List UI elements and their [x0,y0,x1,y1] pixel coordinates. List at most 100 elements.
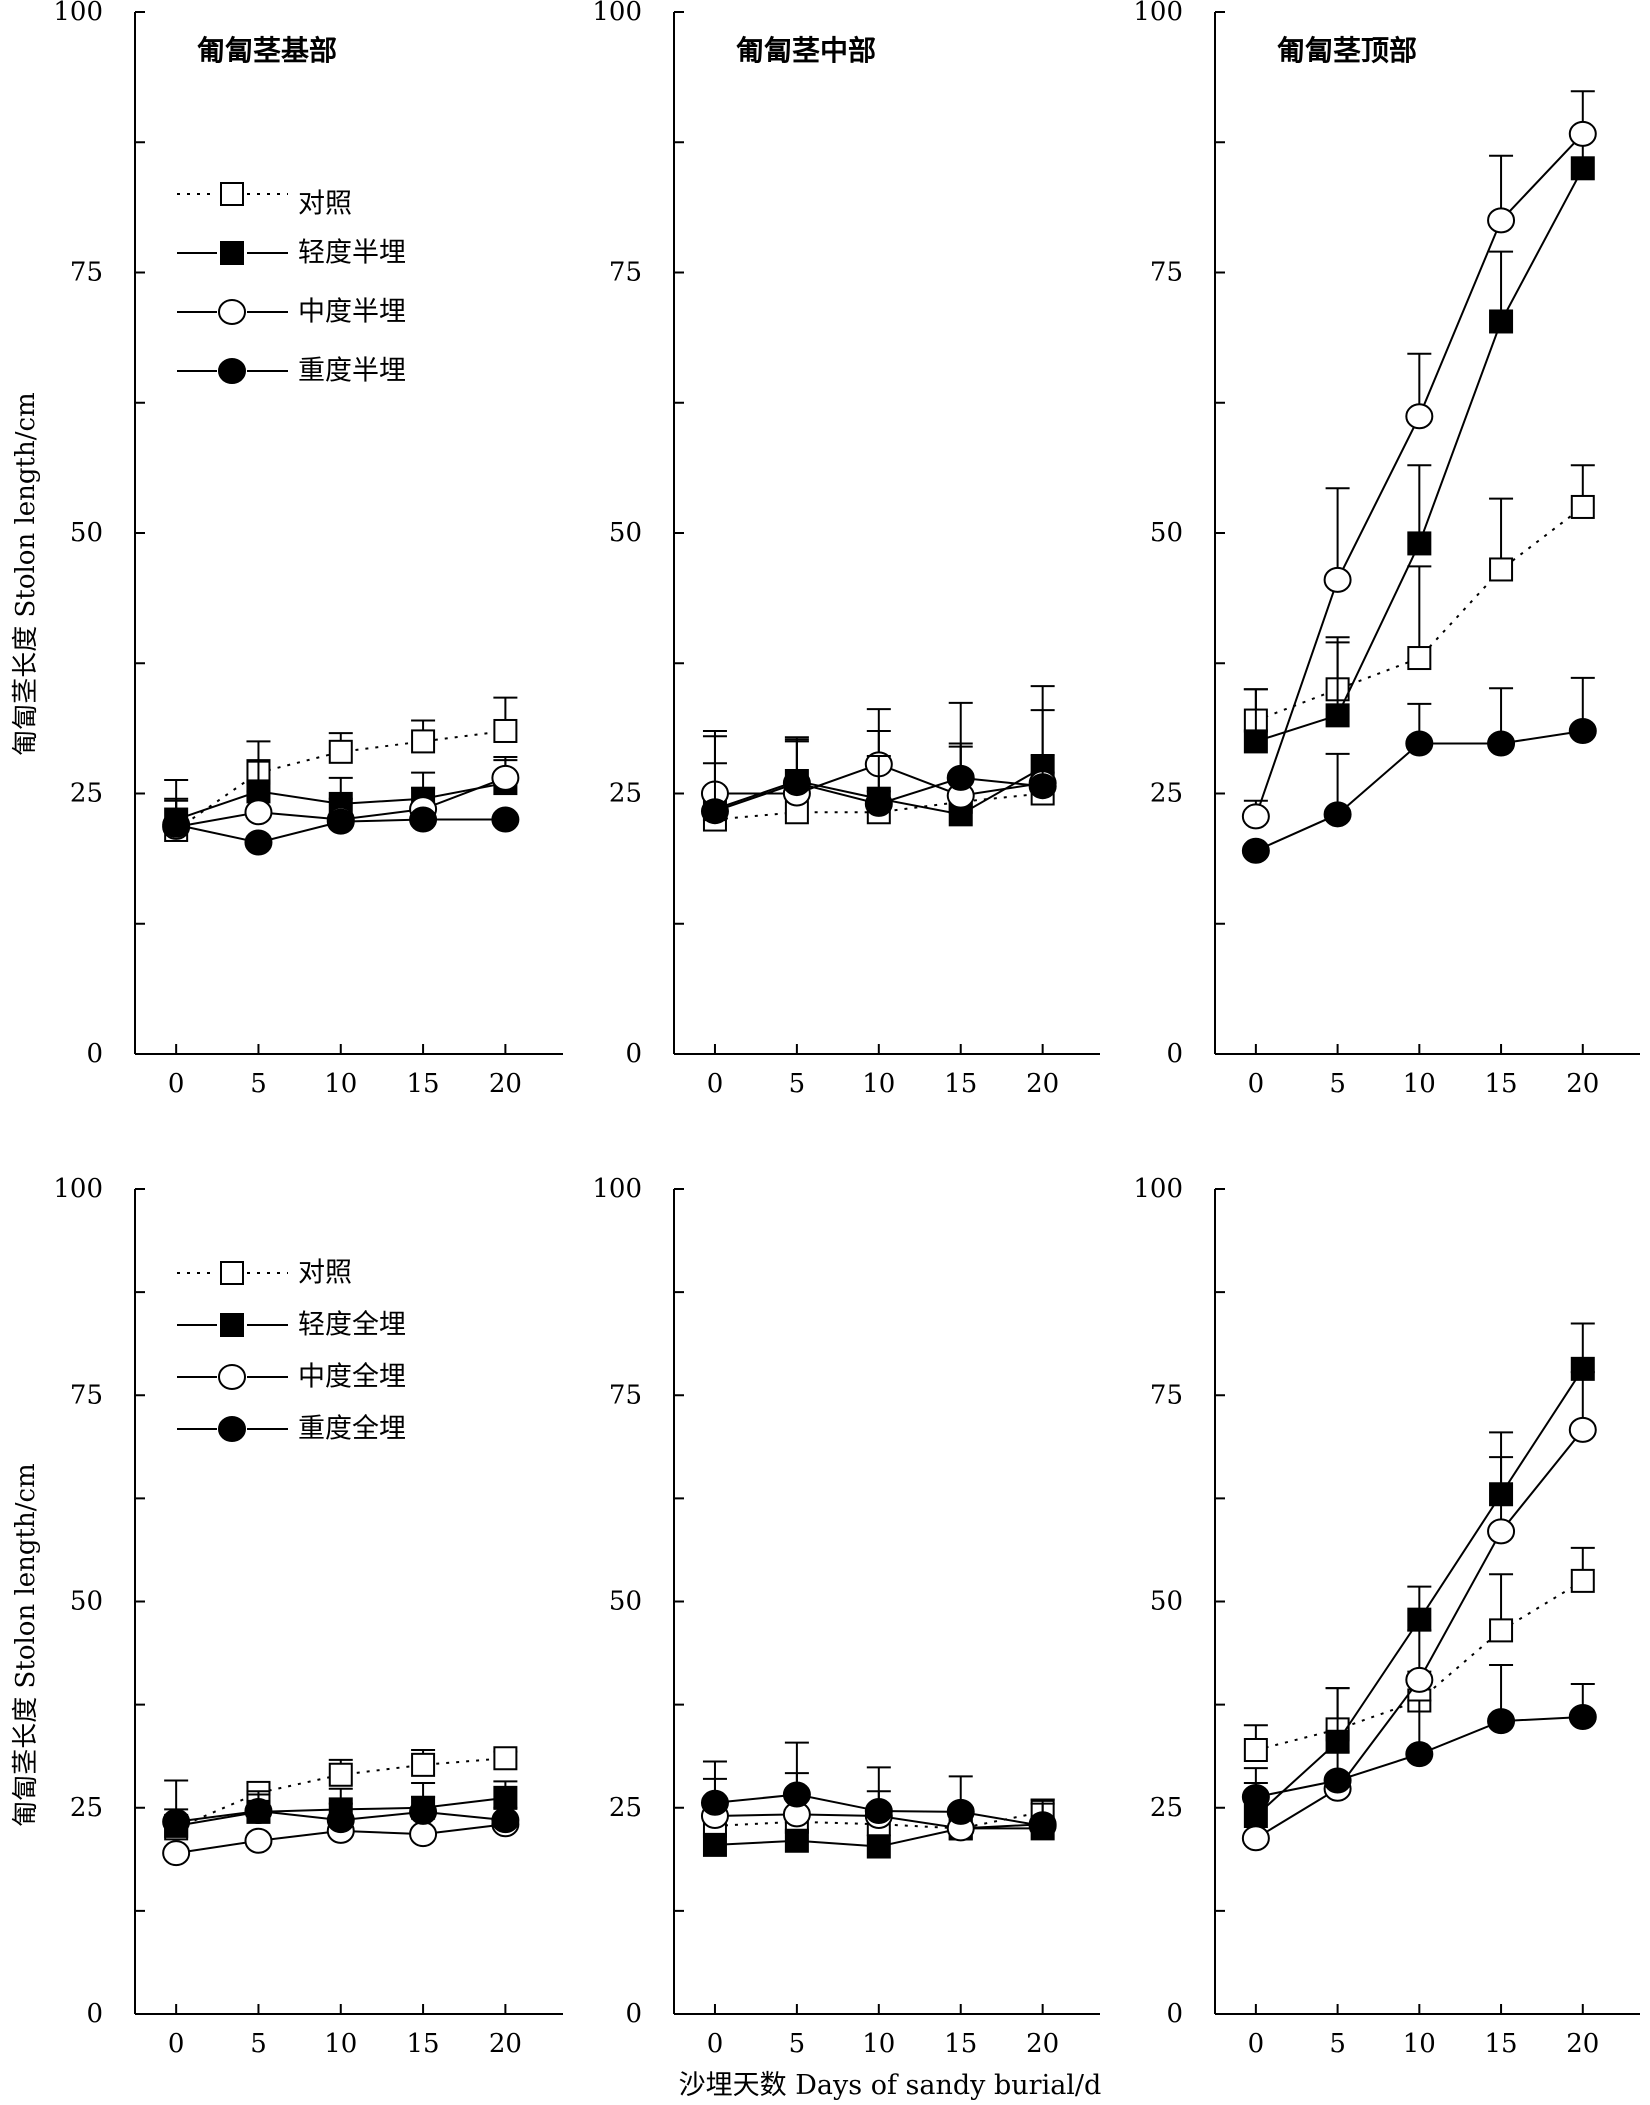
data-point [1405,403,1434,430]
data-point [1241,1825,1270,1852]
y-tick-label: 25 [609,1793,642,1823]
panel-0-1: 0 25 50 75 100 0 5 10 15 20 匍匐茎中部 [592,0,1100,1099]
legend-item: 对照 [177,182,352,220]
legend-marker [218,1364,246,1390]
panel-1-2: 0 25 50 75 100 0 5 10 15 20 [1133,1174,1640,2059]
x-tick-label: 5 [250,1069,267,1099]
legend-marker [218,1416,246,1442]
data-point [328,739,353,764]
data-point [1487,1708,1516,1735]
data-point [1570,156,1595,181]
x-tick-label: 10 [1403,1069,1436,1099]
x-tick-label: 20 [1566,1069,1599,1099]
data-point [702,1832,727,1857]
data-point [946,764,975,791]
x-tick-label: 20 [1026,1069,1059,1099]
data-point [162,1840,191,1867]
data-point [1325,703,1350,728]
panel-1-1: 0 25 50 75 100 0 5 10 15 20 [592,1174,1100,2059]
series-3 [700,701,1057,825]
x-tick-label: 5 [1329,2029,1346,2059]
legend-label: 中度半埋 [298,297,406,328]
data-point [1241,837,1270,864]
data-point [1568,1416,1597,1443]
legend-label: 对照 [298,1258,352,1289]
legend-label: 轻度半埋 [298,238,406,269]
series-3 [1241,676,1597,864]
data-point [1407,1607,1432,1632]
x-tick-label: 15 [944,1069,977,1099]
legend-marker [218,299,246,325]
x-tick-label: 10 [1403,2029,1436,2059]
series-3 [162,806,520,856]
y-tick-label: 75 [70,258,103,288]
data-point [782,1781,811,1808]
legend-item: 重度全埋 [177,1414,406,1445]
y-tick-label: 0 [625,1999,642,2029]
series-1 [1243,130,1595,754]
y-tick-label: 0 [625,1039,642,1069]
legend-marker [220,1313,244,1337]
series-3 [162,1793,520,1835]
data-point [493,1746,518,1771]
legend-marker [220,182,244,206]
x-tick-label: 15 [407,1069,440,1099]
y-tick-label: 50 [609,1587,642,1617]
data-point [326,808,355,835]
y-tick-label: 25 [70,1793,103,1823]
data-point [1487,207,1516,234]
data-point [866,1834,891,1859]
data-point [1405,1666,1434,1693]
data-point [409,1798,438,1825]
y-tick-label: 0 [86,1999,103,2029]
x-tick-label: 0 [168,1069,185,1099]
y-axis-label-top-text: 匍匐茎长度 Stolon length/cm [11,392,41,755]
x-tick-label: 10 [324,1069,357,1099]
legend-label: 轻度全埋 [298,1310,406,1341]
y-tick-label: 25 [70,779,103,809]
data-point [244,1798,273,1825]
x-tick-label: 20 [489,1069,522,1099]
data-point [1028,773,1057,800]
legend-item: 轻度全埋 [177,1310,406,1341]
y-tick-label: 100 [1133,1174,1183,1204]
panel-title: 匍匐茎中部 [736,34,876,67]
data-point [411,729,436,754]
y-axis-label-bottom-text: 匍匐茎长度 Stolon length/cm [11,1463,41,1826]
y-tick-label: 25 [1150,1793,1183,1823]
data-point [946,1798,975,1825]
x-tick-label: 0 [707,1069,724,1099]
y-tick-label: 0 [1166,1039,1183,1069]
panel-title: 匍匐茎顶部 [1277,34,1417,67]
x-tick-label: 0 [1248,2029,1265,2059]
data-point [1487,1518,1516,1545]
legend-item: 对照 [177,1258,352,1289]
data-point [782,770,811,797]
y-tick-label: 50 [1150,1587,1183,1617]
series-2 [1241,90,1597,830]
panel-0-2: 0 25 50 75 100 0 5 10 15 20 匍匐茎顶部 [1133,0,1640,1099]
data-point [244,799,273,826]
y-tick-label: 100 [53,0,103,27]
y-axis-label-top: 匍匐茎长度 Stolon length/cm [11,392,41,755]
data-point [493,718,518,743]
x-tick-label: 15 [1485,1069,1518,1099]
panel-title: 匍匐茎基部 [197,34,337,67]
data-point [1241,803,1270,830]
data-point [162,811,191,838]
y-tick-label: 75 [1150,1380,1183,1410]
x-tick-label: 15 [407,2029,440,2059]
data-point [1325,1729,1350,1754]
y-tick-label: 75 [609,1380,642,1410]
data-point [700,1789,729,1816]
x-tick-label: 5 [250,2029,267,2059]
data-point [1028,1812,1057,1839]
x-tick-label: 0 [168,2029,185,2059]
legend-item: 中度半埋 [177,297,406,328]
x-tick-label: 0 [1248,1069,1265,1099]
data-point [1489,1618,1514,1643]
data-point [1323,566,1352,593]
data-point [1243,1738,1268,1762]
